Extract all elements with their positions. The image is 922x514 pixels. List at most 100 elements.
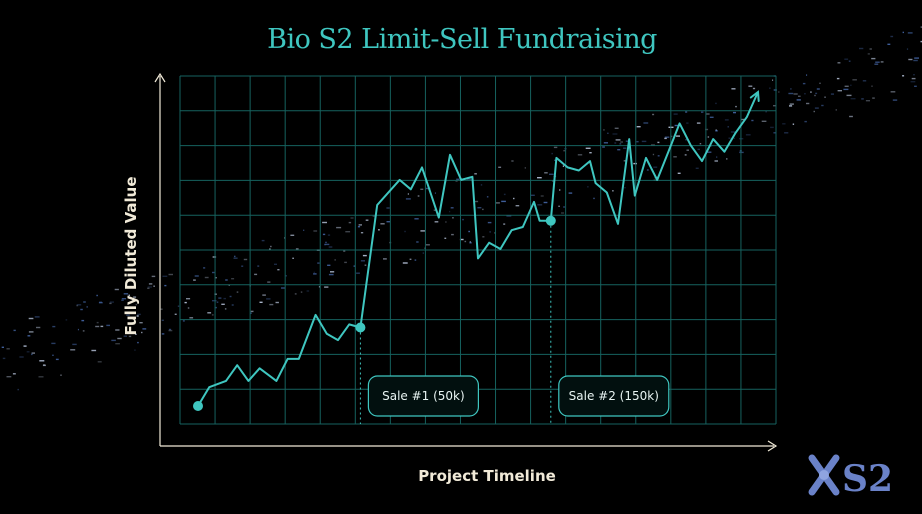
background-dot <box>225 279 228 281</box>
background-dot <box>274 263 277 265</box>
background-dot <box>216 301 219 303</box>
background-dot <box>920 26 922 28</box>
background-dot <box>466 178 472 180</box>
background-dot <box>270 245 272 248</box>
background-dot <box>867 53 870 55</box>
background-dot <box>360 260 365 262</box>
background-dot <box>910 81 916 83</box>
background-dot <box>402 262 408 264</box>
background-dot <box>685 111 688 113</box>
background-dot <box>543 201 548 204</box>
background-dot <box>664 137 667 140</box>
fdv-series-line <box>197 91 759 407</box>
background-dot <box>459 238 464 241</box>
background-dot <box>1 346 4 348</box>
background-dot <box>362 254 367 257</box>
background-dot <box>714 160 718 162</box>
background-dot <box>221 303 225 305</box>
background-dot <box>859 47 864 50</box>
background-dot <box>892 99 898 101</box>
background-dot <box>186 298 191 300</box>
background-dot <box>619 143 622 145</box>
background-dot <box>724 119 729 121</box>
x-axis-arrow-icon <box>767 440 778 452</box>
background-dot <box>98 302 103 304</box>
background-dot <box>498 166 502 168</box>
background-dot <box>364 264 367 266</box>
background-dot <box>852 79 857 81</box>
background-dot <box>657 155 660 157</box>
background-dot <box>404 230 406 233</box>
background-dot <box>137 341 139 344</box>
background-dot <box>2 357 6 360</box>
background-dot <box>295 248 299 250</box>
background-dot <box>843 88 849 91</box>
background-dot <box>793 93 798 95</box>
background-dot <box>636 126 641 128</box>
background-dot <box>161 319 164 321</box>
background-dot <box>773 105 776 107</box>
background-dot <box>356 272 360 274</box>
background-dot <box>733 137 735 140</box>
background-dot <box>603 142 608 144</box>
background-dot <box>562 165 564 167</box>
background-dot <box>871 57 876 60</box>
background-dot <box>674 124 680 127</box>
background-dot <box>593 197 595 200</box>
background-dot <box>128 294 130 296</box>
background-dot <box>328 273 334 276</box>
background-dot <box>425 244 430 246</box>
y-axis-label: Fully Diluted Value <box>122 176 140 335</box>
background-dot <box>907 32 913 34</box>
background-dot <box>300 291 303 293</box>
background-dot <box>26 351 30 353</box>
background-dot <box>324 286 329 288</box>
background-dot <box>455 180 458 182</box>
series-layer <box>193 90 760 411</box>
background-dot <box>327 234 331 236</box>
sale-callouts: Sale #1 (50k) Sale #2 (150k) <box>359 220 670 424</box>
background-dot <box>620 141 623 143</box>
background-dot <box>414 259 417 261</box>
background-dot <box>106 324 110 327</box>
background-dot <box>194 275 199 277</box>
background-dot <box>865 100 870 102</box>
background-dot <box>819 82 821 84</box>
background-dot <box>433 209 437 211</box>
background-dot <box>686 149 689 151</box>
background-dot <box>469 241 471 243</box>
background-dot <box>290 234 295 236</box>
background-dot <box>23 345 27 347</box>
background-dot <box>449 210 451 213</box>
background-dot <box>701 111 704 113</box>
background-dot <box>353 265 356 267</box>
chart-title: Bio S2 Limit-Sell Fundraising <box>267 24 657 55</box>
background-dot <box>137 313 141 316</box>
background-dot <box>530 194 535 196</box>
background-dot <box>789 105 793 107</box>
background-dot <box>614 142 617 144</box>
background-dot <box>913 74 915 76</box>
background-dot <box>770 126 774 129</box>
background-dot <box>164 284 167 287</box>
background-dot <box>625 140 630 142</box>
background-dot <box>134 349 136 351</box>
background-dot <box>641 140 647 143</box>
background-dot <box>890 35 894 38</box>
background-dot <box>109 301 114 303</box>
background-dot <box>633 162 637 165</box>
background-dot <box>872 97 875 99</box>
background-dot <box>837 62 841 64</box>
background-dot <box>141 331 143 334</box>
background-dot <box>91 349 97 352</box>
background-dot <box>735 105 737 108</box>
background-dot <box>153 285 155 287</box>
background-dot <box>728 137 731 139</box>
background-dot <box>486 196 489 198</box>
background-dot <box>862 80 867 82</box>
background-dot <box>97 361 102 363</box>
background-dot <box>204 276 209 279</box>
background-dot <box>350 217 354 219</box>
background-dot <box>174 313 177 315</box>
background-dot <box>43 364 46 366</box>
